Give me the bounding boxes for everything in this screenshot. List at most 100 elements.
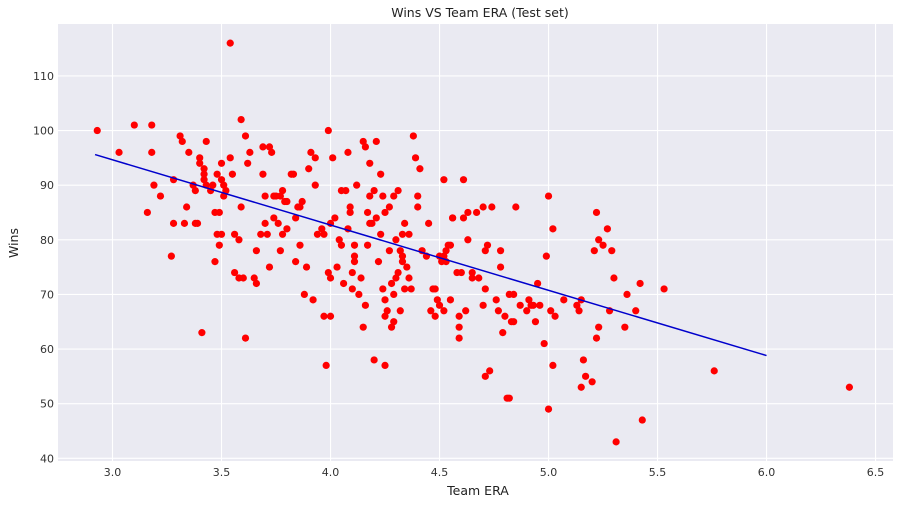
data-point bbox=[581, 372, 590, 380]
data-point bbox=[468, 274, 476, 282]
data-point bbox=[374, 258, 383, 266]
data-point bbox=[407, 285, 415, 293]
y-axis-label: Wins bbox=[6, 228, 21, 258]
data-point bbox=[377, 230, 385, 238]
data-point bbox=[623, 290, 631, 298]
data-point bbox=[156, 192, 165, 200]
data-point bbox=[392, 274, 400, 282]
data-point bbox=[414, 192, 422, 200]
data-point bbox=[612, 438, 620, 446]
data-point bbox=[381, 208, 389, 217]
data-point bbox=[320, 312, 328, 320]
data-point bbox=[425, 219, 433, 227]
data-point bbox=[592, 334, 601, 342]
data-point bbox=[324, 268, 332, 277]
data-point bbox=[185, 148, 193, 156]
data-point bbox=[579, 356, 588, 364]
y-tick-label: 100 bbox=[33, 125, 54, 138]
data-point bbox=[169, 219, 178, 227]
data-point bbox=[302, 263, 311, 271]
data-point bbox=[411, 154, 420, 162]
data-point bbox=[544, 192, 553, 200]
data-point bbox=[551, 312, 559, 320]
data-point bbox=[510, 290, 518, 298]
data-point bbox=[363, 208, 372, 217]
data-point bbox=[276, 192, 284, 200]
data-point bbox=[442, 247, 450, 255]
data-point bbox=[361, 301, 370, 309]
data-point bbox=[344, 148, 352, 156]
data-point bbox=[381, 312, 389, 320]
regression-line bbox=[94, 153, 767, 357]
data-point bbox=[217, 159, 226, 167]
data-point bbox=[241, 132, 250, 140]
data-point bbox=[357, 274, 365, 282]
data-point bbox=[228, 170, 237, 178]
data-point bbox=[621, 323, 629, 331]
data-point bbox=[331, 214, 339, 222]
x-tick-label: 6.5 bbox=[867, 466, 885, 479]
data-point bbox=[385, 203, 393, 211]
data-point bbox=[488, 203, 496, 211]
data-point bbox=[278, 187, 287, 195]
data-point bbox=[398, 258, 407, 266]
data-point bbox=[531, 318, 540, 326]
data-point bbox=[479, 203, 487, 211]
data-point bbox=[496, 263, 505, 271]
data-point bbox=[298, 197, 306, 206]
data-point bbox=[440, 307, 448, 315]
data-point bbox=[252, 247, 260, 255]
data-point bbox=[217, 230, 226, 238]
data-point bbox=[183, 203, 191, 211]
data-point bbox=[592, 208, 601, 217]
data-point bbox=[211, 258, 219, 266]
data-point bbox=[496, 247, 505, 255]
data-point bbox=[215, 241, 223, 249]
data-point bbox=[603, 225, 611, 233]
data-point bbox=[259, 143, 267, 151]
data-point bbox=[252, 279, 260, 288]
data-point bbox=[148, 148, 156, 156]
data-point bbox=[394, 268, 402, 277]
data-point bbox=[475, 274, 483, 282]
data-point bbox=[534, 279, 542, 288]
data-point bbox=[632, 307, 640, 315]
x-tick-label: 4.5 bbox=[431, 466, 449, 479]
data-point bbox=[244, 159, 252, 167]
data-point bbox=[283, 197, 291, 206]
data-point bbox=[547, 307, 555, 315]
data-point bbox=[241, 334, 250, 342]
data-point bbox=[403, 263, 411, 271]
data-point bbox=[348, 268, 356, 277]
data-point bbox=[464, 236, 472, 244]
chart-title: Wins VS Team ERA (Test set) bbox=[391, 5, 568, 20]
data-point bbox=[383, 307, 391, 315]
data-point bbox=[263, 230, 271, 238]
data-point bbox=[481, 372, 489, 380]
data-point bbox=[505, 394, 513, 402]
data-point bbox=[638, 416, 646, 424]
data-point bbox=[93, 126, 101, 135]
data-point bbox=[265, 143, 274, 151]
data-point bbox=[259, 170, 267, 178]
data-point bbox=[359, 323, 367, 331]
data-point bbox=[292, 258, 300, 266]
data-point bbox=[350, 258, 359, 266]
data-point bbox=[479, 301, 487, 309]
data-point bbox=[230, 230, 239, 238]
data-point bbox=[590, 247, 598, 255]
data-point bbox=[265, 263, 274, 271]
data-point bbox=[379, 192, 387, 200]
x-tick-label: 4.0 bbox=[322, 466, 340, 479]
data-point bbox=[326, 312, 335, 320]
data-point bbox=[610, 274, 618, 282]
x-tick-label: 3.0 bbox=[104, 466, 122, 479]
data-point bbox=[390, 192, 398, 200]
data-point bbox=[599, 241, 607, 249]
data-point bbox=[472, 208, 481, 217]
data-point bbox=[575, 307, 583, 315]
data-point bbox=[230, 268, 239, 277]
data-point bbox=[455, 323, 463, 331]
data-point bbox=[459, 176, 468, 184]
data-point bbox=[370, 356, 378, 364]
